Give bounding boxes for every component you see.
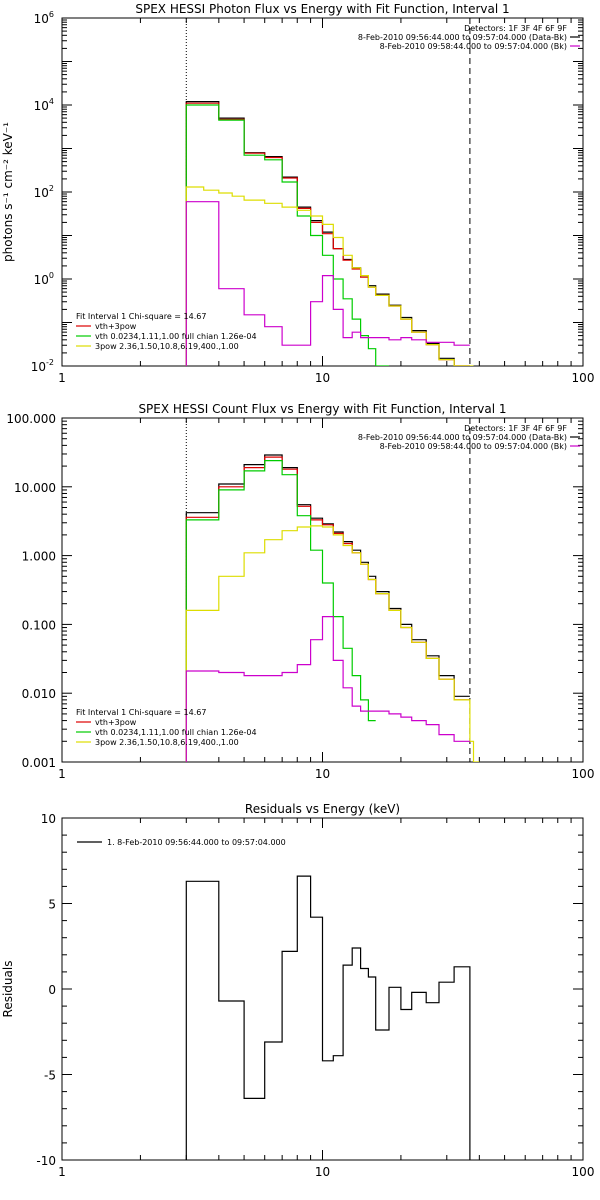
series-data-bk-line bbox=[185, 454, 470, 762]
series-vth-line bbox=[185, 104, 389, 366]
fit-legend-text: vth+3pow bbox=[95, 322, 137, 331]
y-axis-label: photons s⁻¹ cm⁻² keV⁻¹ bbox=[1, 122, 15, 262]
fit-legend-text: 3pow 2.36,1.50,10.8,6.19,400.,1.00 bbox=[95, 342, 239, 351]
y-tick-label: -5 bbox=[44, 1069, 56, 1083]
series-1-line bbox=[185, 875, 471, 1160]
fit-legend-text: vth 0.0234,1.11,1.00 full chian 1.26e-04 bbox=[95, 728, 257, 737]
series-group bbox=[185, 101, 474, 366]
count-flux-panel: SPEX HESSI Count Flux vs Energy with Fit… bbox=[6, 402, 594, 781]
x-tick-label: 10 bbox=[315, 371, 330, 385]
series-vth-3pow-line bbox=[185, 456, 470, 762]
y-tick-base: 10 bbox=[34, 186, 49, 200]
y-tick-label: 10.000 bbox=[14, 481, 56, 495]
x-tick-label: 1 bbox=[58, 371, 66, 385]
series-group bbox=[185, 875, 471, 1160]
panel-title: SPEX HESSI Photon Flux vs Energy with Fi… bbox=[135, 2, 509, 16]
fit-legend-text: vth+3pow bbox=[95, 718, 137, 727]
y-tick-label: 100.000 bbox=[6, 412, 56, 426]
legend-text: 8-Feb-2010 09:58:44.000 to 09:57:04.000 … bbox=[380, 442, 567, 451]
y-tick-label: 100 bbox=[34, 271, 54, 287]
series-vth-line bbox=[185, 460, 376, 762]
fit-legend-header: Fit Interval 1 Chi-square = 14.67 bbox=[76, 708, 206, 717]
y-tick-label: 104 bbox=[34, 97, 54, 113]
photon-flux-panel: SPEX HESSI Photon Flux vs Energy with Fi… bbox=[1, 2, 594, 385]
y-tick-label: 0.001 bbox=[22, 756, 56, 770]
y-tick-exponent: -2 bbox=[46, 358, 54, 367]
panel-title: Residuals vs Energy (keV) bbox=[245, 802, 400, 816]
residuals-panel: Residuals vs Energy (keV) 1 10 100 -10 -5 0 5 10… bbox=[1, 802, 594, 1179]
x-tick-label: 100 bbox=[572, 1165, 595, 1179]
y-axis-label: Residuals bbox=[1, 961, 15, 1018]
y-tick-exponent: 4 bbox=[49, 97, 54, 106]
x-tick-label: 10 bbox=[315, 1165, 330, 1179]
y-tick-exponent: 0 bbox=[49, 271, 54, 280]
legend-text: Detectors: 1F 3F 4F 6F 9F bbox=[464, 24, 567, 33]
x-tick-label: 100 bbox=[572, 767, 595, 781]
series-3pow-line bbox=[185, 186, 474, 366]
y-tick-label: 0.100 bbox=[22, 618, 56, 632]
y-tick-label: 10-2 bbox=[31, 358, 54, 374]
y-tick-label: 5 bbox=[48, 898, 56, 912]
legend-text: Detectors: 1F 3F 4F 6F 9F bbox=[464, 424, 567, 433]
legend-text: 8-Feb-2010 09:56:44.000 to 09:57:04.000 … bbox=[358, 433, 567, 442]
y-tick-label: 0 bbox=[48, 983, 56, 997]
y-tick-label: 0.010 bbox=[22, 687, 56, 701]
y-tick-base: 10 bbox=[34, 99, 49, 113]
fit-legend-text: 3pow 2.36,1.50,10.8,6.19,400.,1.00 bbox=[95, 738, 239, 747]
x-tick-label: 10 bbox=[315, 767, 330, 781]
y-tick-label: 1.000 bbox=[22, 550, 56, 564]
x-tick-label: 1 bbox=[58, 1165, 66, 1179]
series-group bbox=[185, 454, 480, 762]
y-tick-label: -10 bbox=[36, 1154, 56, 1168]
series-bk-line bbox=[185, 201, 470, 366]
legend-text: 8-Feb-2010 09:58:44.000 to 09:57:04.000 … bbox=[380, 42, 567, 51]
x-tick-label: 100 bbox=[572, 371, 595, 385]
y-tick-base: 10 bbox=[34, 273, 49, 287]
x-tick-label: 1 bbox=[58, 767, 66, 781]
fit-legend-header: Fit Interval 1 Chi-square = 14.67 bbox=[76, 312, 206, 321]
series-3pow-line bbox=[185, 525, 480, 762]
panel-title: SPEX HESSI Count Flux vs Energy with Fit… bbox=[138, 402, 506, 416]
y-tick-exponent: 2 bbox=[49, 184, 54, 193]
y-tick-base: 10 bbox=[34, 12, 49, 26]
y-tick-exponent: 6 bbox=[49, 10, 54, 19]
y-tick-label: 10 bbox=[41, 812, 56, 826]
y-tick-label: 102 bbox=[34, 184, 54, 200]
series-bk-line bbox=[185, 616, 470, 762]
y-tick-base: 10 bbox=[31, 360, 46, 374]
legend-text: 1. 8-Feb-2010 09:56:44.000 to 09:57:04.0… bbox=[107, 838, 286, 847]
legend-text: 8-Feb-2010 09:56:44.000 to 09:57:04.000 … bbox=[358, 33, 567, 42]
fit-legend-text: vth 0.0234,1.11,1.00 full chian 1.26e-04 bbox=[95, 332, 257, 341]
y-tick-label: 106 bbox=[34, 10, 54, 26]
series-vth-3pow-line bbox=[185, 102, 470, 366]
